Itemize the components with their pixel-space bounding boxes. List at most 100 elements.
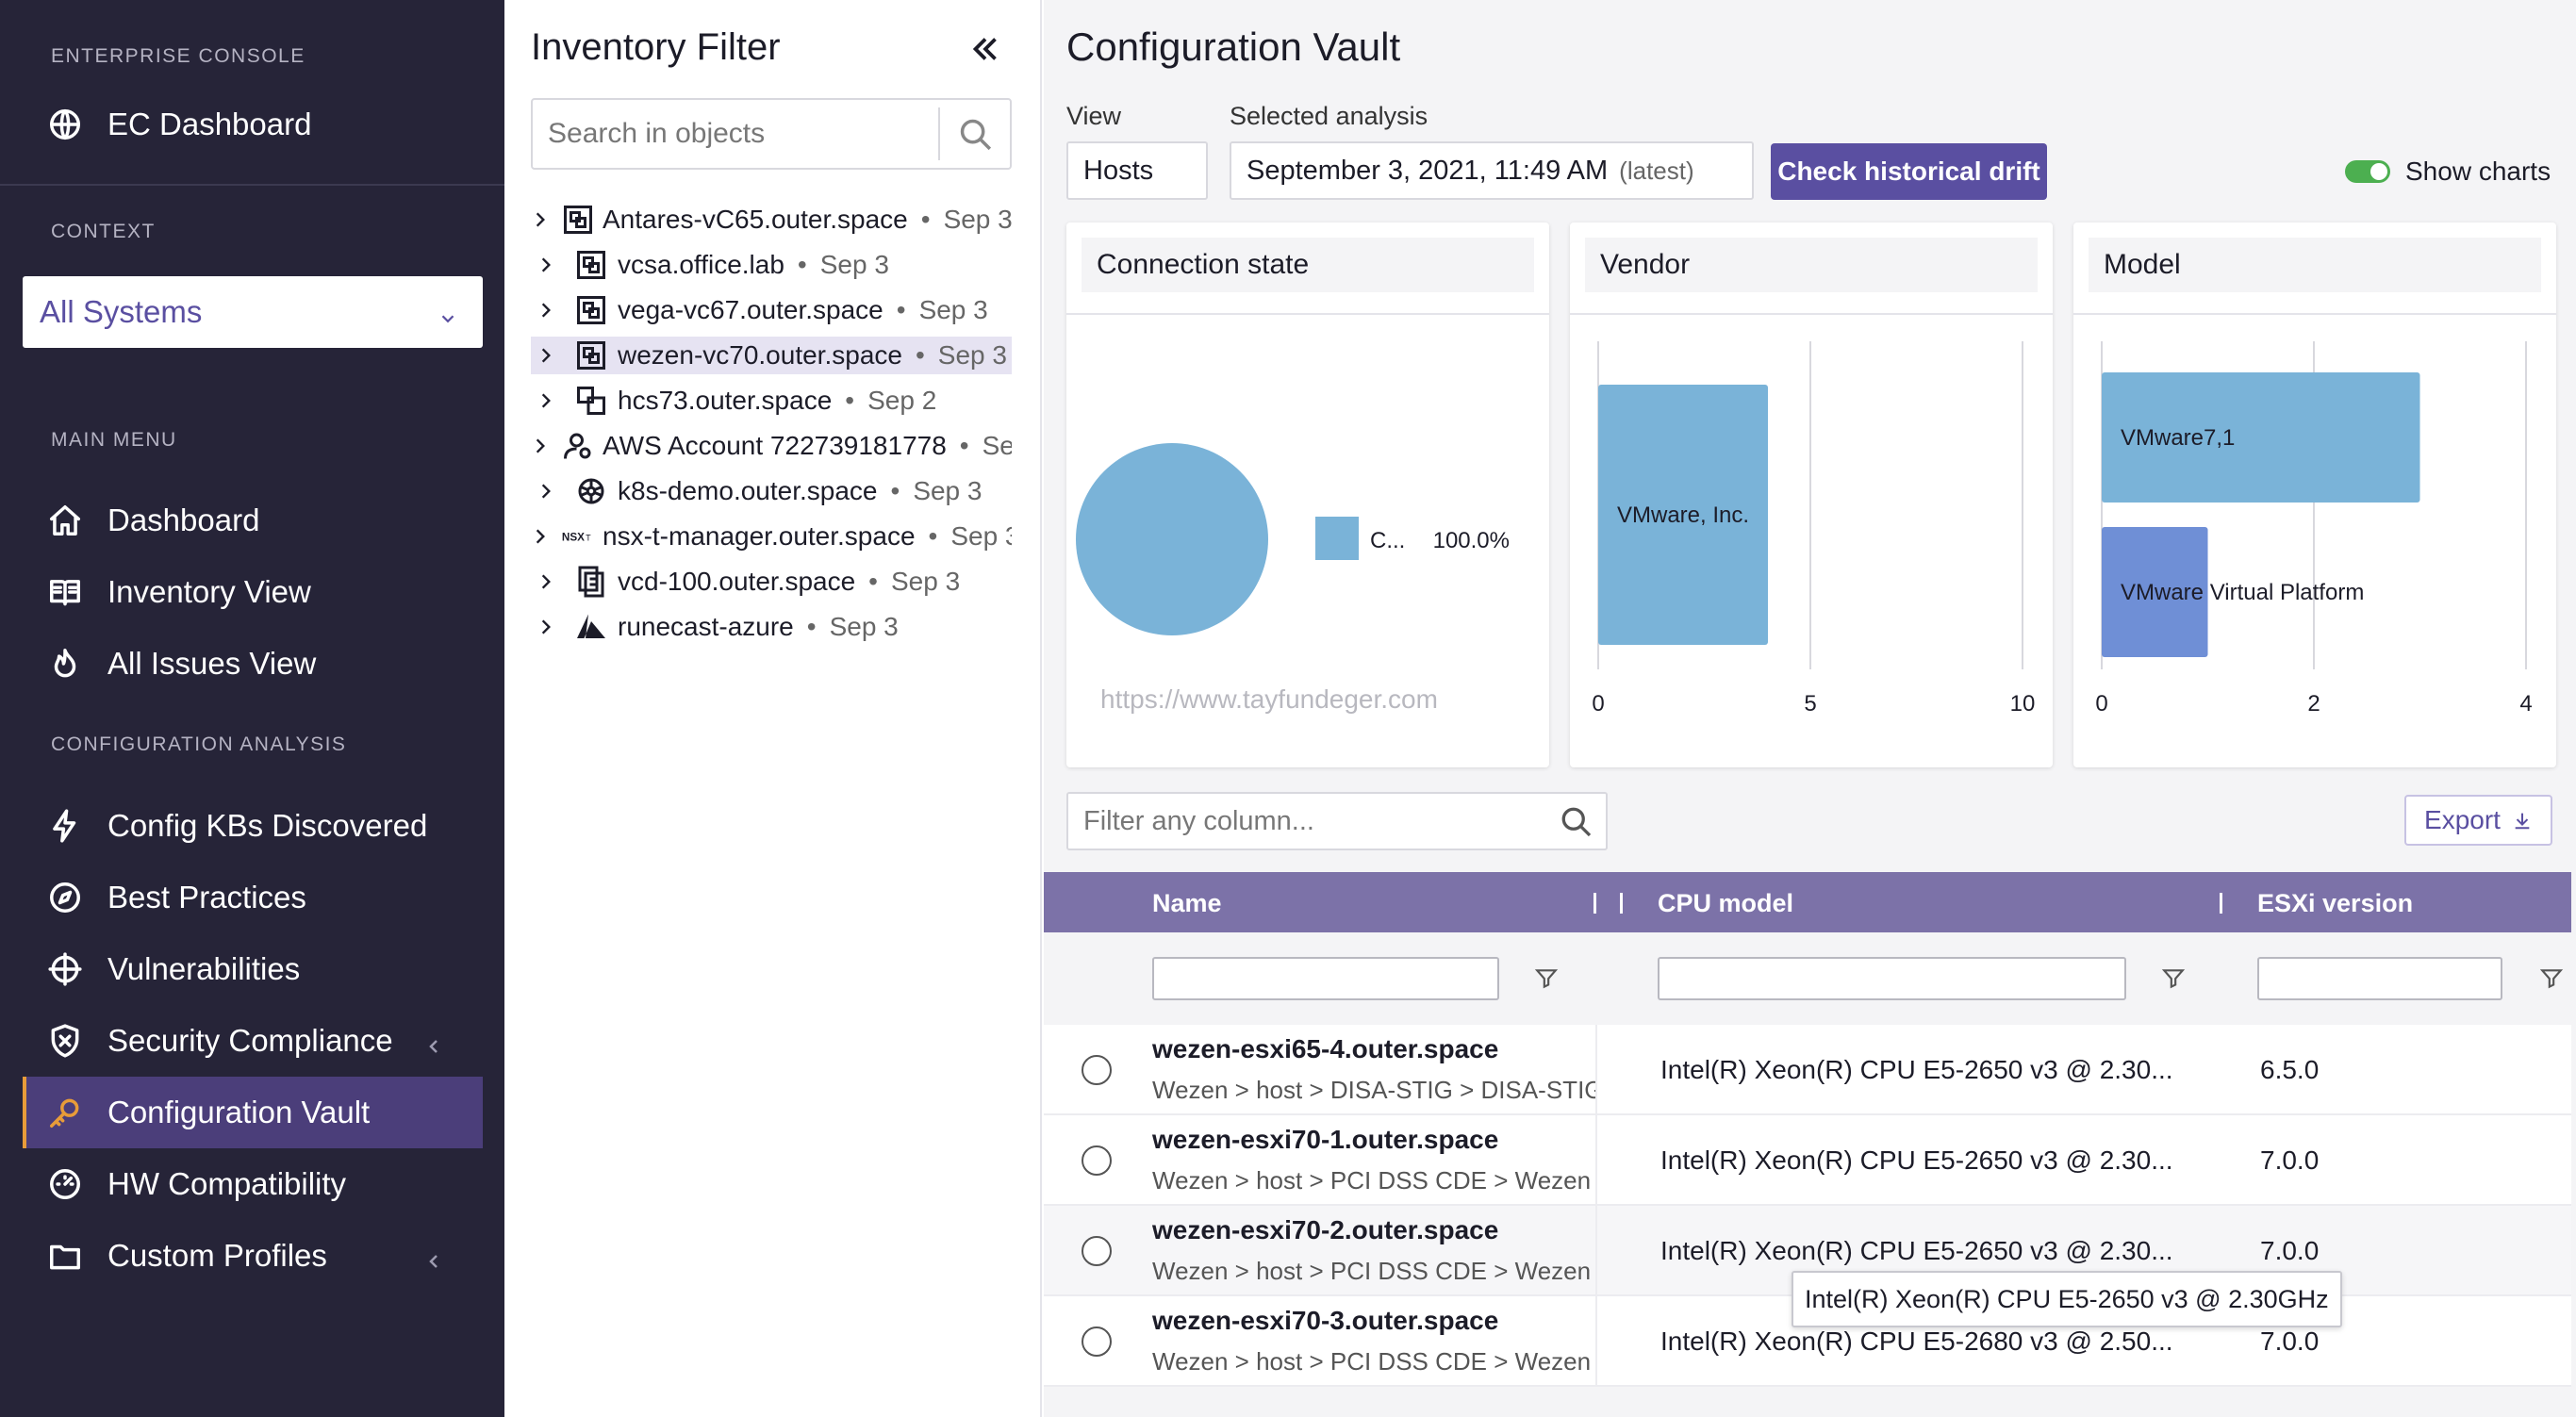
bar — [2102, 372, 2420, 503]
card-title: Connection state — [1082, 238, 1534, 292]
sidebar: ENTERPRISE CONSOLE EC Dashboard CONTEXT … — [0, 0, 504, 1417]
object-search-input[interactable] — [533, 100, 938, 168]
bar-label: VMware, Inc. — [1617, 503, 1749, 528]
search-icon[interactable] — [1545, 804, 1606, 838]
sidebar-item-inventory-view[interactable]: Inventory View — [23, 556, 483, 628]
row-select-radio[interactable] — [1082, 1055, 1112, 1085]
sidebar-item-label: Config KBs Discovered — [107, 808, 428, 843]
sidebar-item-security-compliance[interactable]: Security Compliance — [23, 1005, 483, 1077]
section-context: CONTEXT — [51, 221, 156, 242]
name-filter-input[interactable] — [1152, 957, 1499, 1000]
main-content: Configuration Vault View Hosts Selected … — [1044, 0, 2576, 1417]
show-charts-toggle[interactable] — [2345, 160, 2390, 183]
tree-item-k8s[interactable]: k8s-demo.outer.spaceSep 3 — [531, 472, 1012, 510]
chevron-right-icon[interactable] — [531, 527, 550, 546]
export-label: Export — [2424, 805, 2501, 834]
shield-icon — [45, 1021, 85, 1061]
chart-area: C... 100.0% https://www.tayfundeger.com — [1066, 313, 1549, 767]
sidebar-item-best-practices[interactable]: Best Practices — [23, 862, 483, 933]
chevron-right-icon[interactable] — [531, 301, 561, 320]
tree-item-azure[interactable]: runecast-azureSep 3 — [531, 608, 1012, 646]
column-resizer[interactable] — [1620, 893, 1623, 914]
column-resizer[interactable] — [2220, 893, 2222, 914]
context-select[interactable]: All Systems — [23, 276, 483, 348]
sidebar-item-configuration-vault[interactable]: Configuration Vault — [23, 1077, 483, 1148]
legend-label: C... — [1370, 528, 1405, 553]
cpu-filter-input[interactable] — [1658, 957, 2126, 1000]
sidebar-item-dashboard[interactable]: Dashboard — [23, 485, 483, 556]
model-card: Model 0 2 4 VMware7,1 VMware Virtual Platfor… — [2073, 222, 2556, 767]
sidebar-item-vulnerabilities[interactable]: Vulnerabilities — [23, 933, 483, 1005]
sidebar-item-all-issues[interactable]: All Issues View — [23, 628, 483, 700]
folder-icon — [45, 1236, 85, 1276]
column-filter-row — [1044, 932, 2571, 1023]
gauge-icon — [45, 1164, 85, 1204]
bar — [1598, 385, 1768, 645]
sidebar-item-label: Vulnerabilities — [107, 951, 301, 986]
row-select-radio[interactable] — [1082, 1236, 1112, 1266]
sidebar-item-label: Custom Profiles — [107, 1238, 327, 1273]
tree-item-vcsa[interactable]: vcsa.office.labSep 3 — [531, 246, 1012, 284]
analysis-select[interactable]: September 3, 2021, 11:49 AM (latest) — [1230, 141, 1754, 200]
page-title: Configuration Vault — [1066, 25, 1401, 69]
column-resizer[interactable] — [1593, 893, 1596, 914]
show-charts-label: Show charts — [2405, 157, 2551, 186]
horizon-icon — [572, 384, 610, 418]
vcenter-icon — [561, 203, 595, 237]
chevron-right-icon[interactable] — [531, 210, 550, 229]
sidebar-item-custom-profiles[interactable]: Custom Profiles — [23, 1220, 483, 1292]
column-header-esxi[interactable]: ESXi version — [2257, 889, 2414, 917]
tree-item-vega[interactable]: vega-vc67.outer.spaceSep 3 — [531, 291, 1012, 329]
funnel-icon[interactable] — [2161, 966, 2188, 993]
funnel-icon[interactable] — [1534, 966, 1560, 993]
chevron-right-icon[interactable] — [531, 255, 561, 274]
x-tick-label: 10 — [2010, 691, 2036, 717]
check-historical-drift-button[interactable]: Check historical drift — [1771, 143, 2047, 200]
sidebar-item-config-kbs[interactable]: Config KBs Discovered — [23, 790, 483, 862]
divider — [1595, 1025, 1597, 1115]
chevron-right-icon[interactable] — [531, 346, 561, 365]
latest-tag: (latest) — [1619, 156, 1694, 185]
column-header-cpu[interactable]: CPU model — [1658, 889, 1794, 917]
chevron-right-icon[interactable] — [531, 437, 550, 455]
esxi-filter-input[interactable] — [2257, 957, 2502, 1000]
download-icon — [2515, 813, 2530, 830]
home-icon — [45, 501, 85, 540]
sidebar-item-label: All Issues View — [107, 646, 317, 681]
tree-item-wezen[interactable]: wezen-vc70.outer.spaceSep 3 — [531, 337, 1012, 374]
sidebar-item-hw-compatibility[interactable]: HW Compatibility — [23, 1148, 483, 1220]
funnel-icon[interactable] — [2539, 966, 2566, 993]
chevron-right-icon[interactable] — [531, 572, 561, 591]
sidebar-item-ec-dashboard[interactable]: EC Dashboard — [23, 89, 483, 160]
chevron-right-icon[interactable] — [531, 391, 561, 410]
chevron-right-icon[interactable] — [531, 482, 561, 501]
table-row[interactable]: wezen-esxi65-4.outer.space Wezen > host … — [1044, 1025, 2571, 1115]
column-header-name[interactable]: Name — [1152, 889, 1222, 917]
tree-item-vcd[interactable]: vcd-100.outer.spaceSep 3 — [531, 563, 1012, 601]
row-select-radio[interactable] — [1082, 1145, 1112, 1176]
row-select-radio[interactable] — [1082, 1326, 1112, 1357]
context-value: All Systems — [40, 294, 203, 329]
legend-percent: 100.0% — [1433, 528, 1510, 553]
globe-icon — [45, 105, 85, 144]
tree-item-hcs73[interactable]: hcs73.outer.spaceSep 2 — [531, 382, 1012, 420]
inventory-filter-panel: Inventory Filter Antares-vC65.outer.spac… — [504, 0, 1042, 1417]
sidebar-item-label: Configuration Vault — [107, 1095, 371, 1129]
search-icon[interactable] — [940, 116, 1010, 152]
collapse-panel-button[interactable] — [968, 32, 1006, 70]
analysis-value: September 3, 2021, 11:49 AM — [1247, 155, 1609, 186]
chevron-right-icon[interactable] — [531, 618, 561, 636]
sidebar-item-label: EC Dashboard — [107, 107, 312, 141]
table-row[interactable]: wezen-esxi70-1.outer.space Wezen > host … — [1044, 1115, 2571, 1206]
x-tick-label: 0 — [2095, 691, 2107, 717]
tree-item-aws[interactable]: AWS Account 722739181778Sep 3 — [531, 427, 1012, 465]
view-value: Hosts — [1083, 155, 1154, 186]
export-button[interactable]: Export — [2404, 795, 2552, 846]
chevron-down-icon — [438, 301, 458, 337]
tree-item-antares[interactable]: Antares-vC65.outer.spaceSep 3 — [531, 201, 1012, 239]
aws-account-icon — [561, 429, 595, 463]
watermark: https://www.tayfundeger.com — [1100, 684, 1438, 714]
view-select[interactable]: Hosts — [1066, 141, 1208, 200]
column-filter-input[interactable] — [1068, 795, 1545, 848]
